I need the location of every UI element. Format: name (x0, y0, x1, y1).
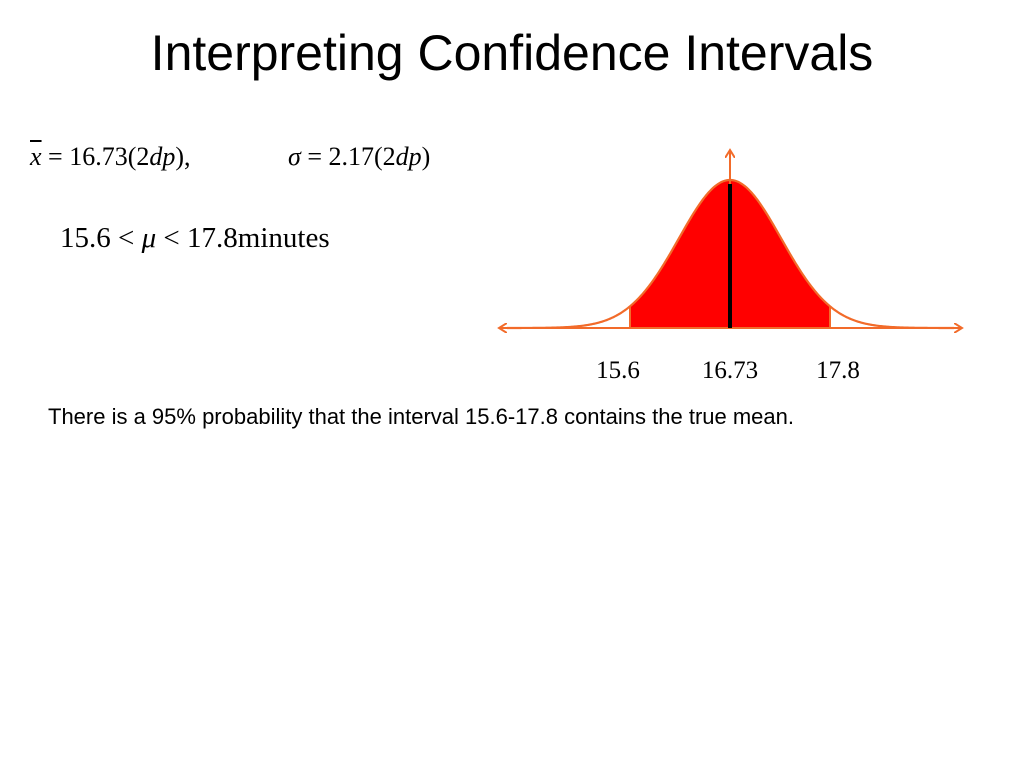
x-bar-value: = 16.73(2 (41, 142, 150, 171)
x-bar-symbol: x (30, 142, 42, 171)
sigma-equation: σ = 2.17(2dp) (288, 142, 430, 172)
sample-mean-equation: x = 16.73(2dp), (30, 142, 191, 172)
slide-title: Interpreting Confidence Intervals (150, 25, 874, 81)
mu-symbol: μ (141, 222, 157, 254)
normal-distribution-chart: 15.6 16.73 17.8 (480, 140, 980, 384)
chart-layer: 15.6 16.73 17.8 (499, 150, 962, 384)
interval-upper: < 17.8minutes (156, 222, 330, 254)
close-paren: ) (421, 142, 431, 171)
tick-label-0: 15.6 (596, 357, 640, 384)
sigma-value: = 2.17(2 (300, 142, 396, 171)
explanation-text: There is a 95% probability that the inte… (48, 404, 794, 429)
tick-label-2: 17.8 (816, 357, 860, 384)
tick-label-1: 16.73 (702, 357, 758, 384)
dp-label: dp (149, 142, 176, 171)
close-paren-comma: ), (175, 142, 191, 171)
dp-label-2: dp (395, 142, 422, 171)
sigma-symbol: σ (288, 142, 301, 171)
interval-lower: 15.6 < (60, 222, 142, 254)
confidence-interval-inequality: 15.6 < μ < 17.8minutes (60, 222, 330, 255)
